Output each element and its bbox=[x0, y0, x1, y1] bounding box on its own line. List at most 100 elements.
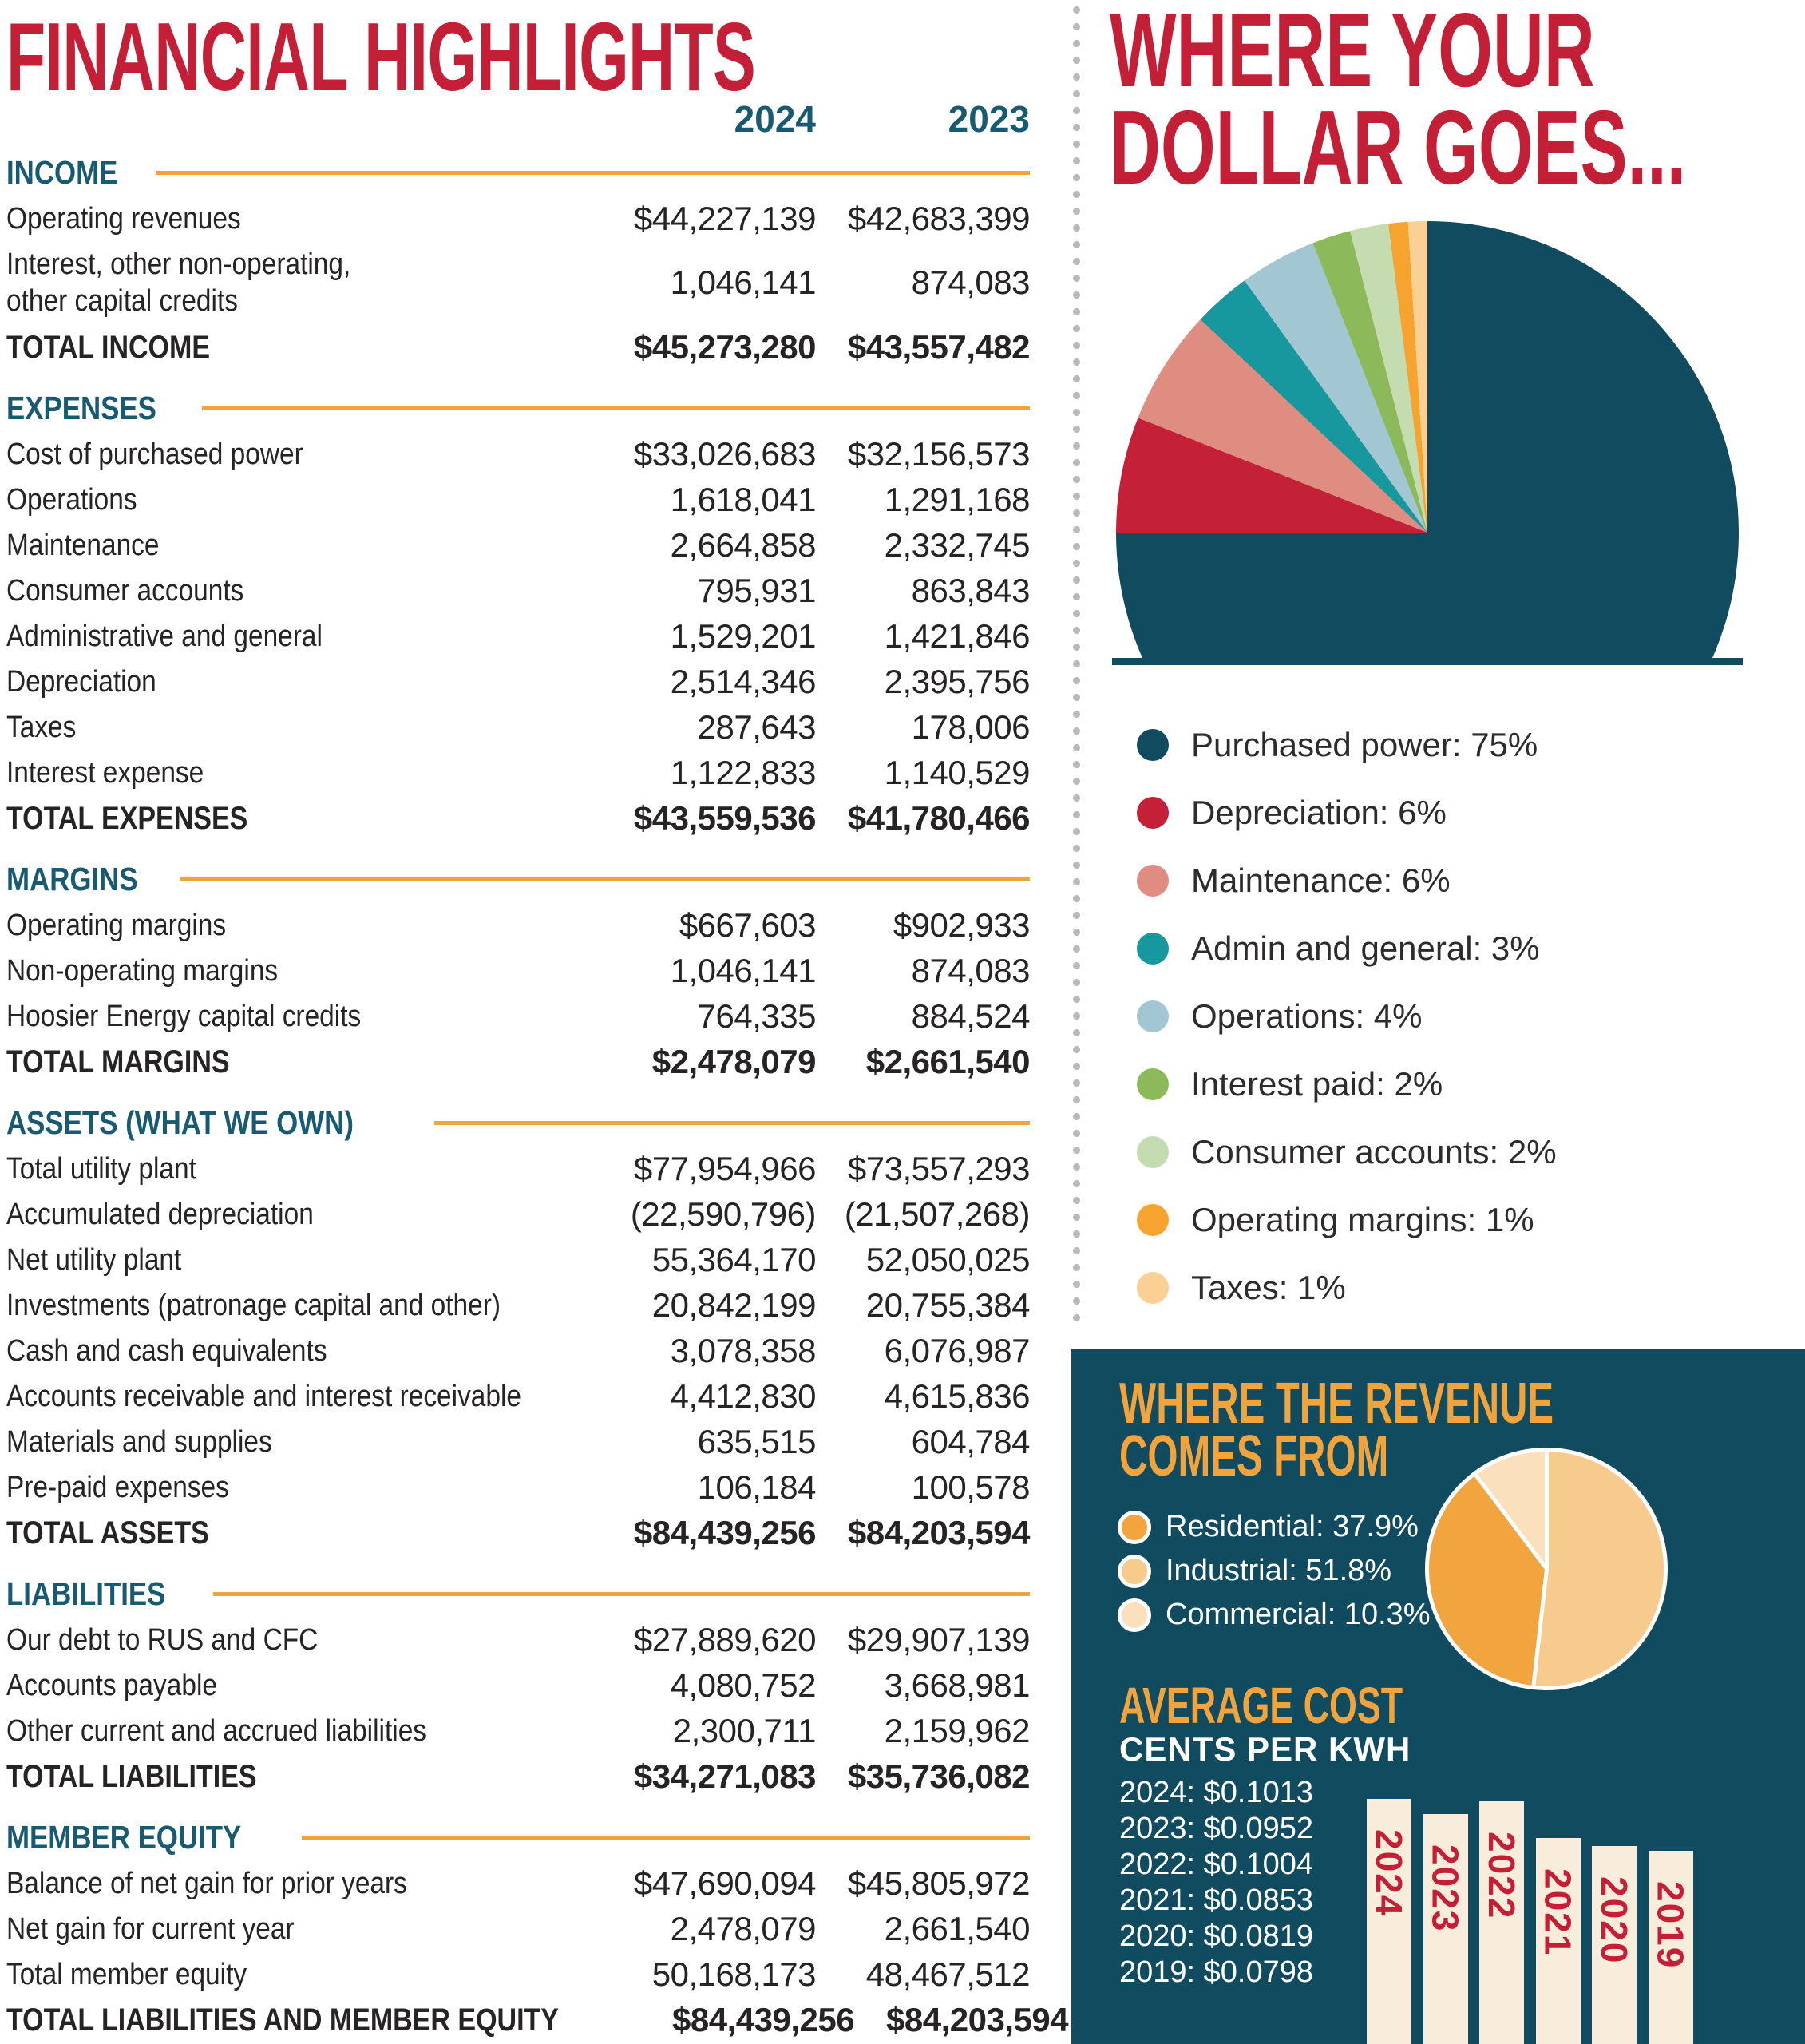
row-label: Administrative and general bbox=[6, 618, 618, 655]
row-label: TOTAL MARGINS bbox=[6, 1044, 618, 1080]
row-label-text: Operating margins bbox=[6, 908, 227, 942]
value-2024: $27,889,620 bbox=[633, 1620, 817, 1658]
value-2023: 1,291,168 bbox=[884, 480, 1031, 518]
legend-label: Depreciation: 6% bbox=[1191, 793, 1447, 831]
row-label-text: Net gain for current year bbox=[6, 1911, 295, 1946]
value-2024: 2,514,346 bbox=[670, 662, 817, 700]
section-header-row: LIABILITIES bbox=[6, 1571, 1030, 1617]
average-cost-list: 2024: $0.1013 2023: $0.0952 2022: $0.1004 2… bbox=[1119, 1775, 1313, 1991]
legend-item: Maintenance: 6% bbox=[1137, 846, 1557, 914]
section-header-row: EXPENSES bbox=[6, 386, 1030, 431]
legend-label: Taxes: 1% bbox=[1191, 1268, 1346, 1306]
row-label: Hoosier Energy capital credits bbox=[6, 998, 618, 1035]
dollar-pie-clip bbox=[1116, 221, 1739, 665]
row-label: Net utility plant bbox=[6, 1242, 618, 1278]
table-row: Accounts payable 4,080,752 3,668,981 bbox=[6, 1662, 1031, 1708]
bar-year-label: 2021 bbox=[1537, 1868, 1579, 1957]
row-label-text: Balance of net gain for prior years bbox=[6, 1866, 407, 1900]
revenue-panel: WHERE THE REVENUE COMES FROM Residential… bbox=[1071, 1349, 1805, 2044]
table-row: TOTAL MARGINS $2,478,079 $2,661,540 bbox=[6, 1039, 1031, 1084]
pie-divider-line bbox=[1530, 1568, 1549, 1686]
dollar-title-line1: WHERE YOUR bbox=[1110, 0, 1595, 109]
section-rule-line bbox=[433, 1121, 1030, 1125]
legend-item: Operating margins: 1% bbox=[1137, 1186, 1557, 1254]
row-label-text-line2: other capital credits bbox=[6, 284, 238, 318]
legend-label: Interest paid: 2% bbox=[1191, 1064, 1443, 1103]
section-rule-line bbox=[180, 877, 1030, 881]
revenue-title-line2: COMES FROM bbox=[1119, 1424, 1389, 1488]
value-2023: 2,661,540 bbox=[884, 1909, 1031, 1947]
row-label-text: Maintenance bbox=[6, 528, 160, 562]
financial-table: INCOME Operating revenues $44,227,139 $42,6… bbox=[6, 134, 1069, 2042]
table-row: Other current and accrued liabilities 2,3… bbox=[6, 1708, 1031, 1753]
section-header-label: INCOME bbox=[6, 154, 118, 191]
legend-swatch bbox=[1137, 1271, 1169, 1304]
value-2023: (21,507,268) bbox=[844, 1194, 1031, 1233]
table-row: Hoosier Energy capital credits 764,335 884… bbox=[6, 993, 1031, 1039]
value-2023: $45,805,972 bbox=[847, 1864, 1031, 1902]
value-2023: $35,736,082 bbox=[847, 1757, 1031, 1795]
section-header-row: ASSETS (WHAT WE OWN) bbox=[6, 1100, 1030, 1146]
value-2024: 1,046,141 bbox=[670, 263, 817, 301]
row-label: Interest expense bbox=[6, 755, 618, 791]
section-header-label: ASSETS (WHAT WE OWN) bbox=[6, 1104, 354, 1141]
value-2023: 100,578 bbox=[911, 1468, 1031, 1506]
row-label-text: Cost of purchased power bbox=[6, 437, 303, 471]
bar-2021: 2021 bbox=[1535, 1838, 1581, 2044]
section-rule-line bbox=[202, 406, 1030, 410]
section-header-cell: LIABILITIES bbox=[6, 1575, 1030, 1613]
value-2024: 50,168,173 bbox=[651, 1955, 817, 1993]
row-label: TOTAL INCOME bbox=[6, 329, 618, 366]
cost-list-item: 2019: $0.0798 bbox=[1119, 1955, 1314, 1989]
value-2023: 874,083 bbox=[911, 263, 1031, 301]
row-label-text: Accumulated depreciation bbox=[6, 1197, 314, 1231]
row-label: Net gain for current year bbox=[6, 1911, 618, 1947]
value-2024: $77,954,966 bbox=[633, 1149, 817, 1187]
row-label: Investments (patronage capital and other… bbox=[6, 1287, 618, 1324]
section-header-label: LIABILITIES bbox=[6, 1575, 166, 1612]
row-label-text: Hoosier Energy capital credits bbox=[6, 999, 362, 1033]
bar-year-label: 2022 bbox=[1481, 1832, 1522, 1920]
value-2024: $44,227,139 bbox=[633, 199, 817, 237]
row-label-text: Accounts receivable and interest receiva… bbox=[6, 1379, 522, 1413]
value-2024: $84,439,256 bbox=[633, 1513, 817, 1551]
legend-item: Purchased power: 75% bbox=[1137, 711, 1557, 778]
bar-year-label: 2024 bbox=[1368, 1829, 1410, 1918]
value-2024: $2,478,079 bbox=[651, 1042, 817, 1080]
legend-item: Commercial: 10.3% bbox=[1118, 1593, 1431, 1637]
legend-label: Admin and general: 3% bbox=[1191, 929, 1540, 967]
row-label-text: TOTAL INCOME bbox=[6, 329, 210, 365]
bar-year-label: 2020 bbox=[1593, 1876, 1635, 1965]
section-header-cell: INCOME bbox=[6, 154, 1030, 192]
table-row: Interest, other non-operating, other capi… bbox=[6, 241, 1031, 324]
bar-2023: 2023 bbox=[1423, 1814, 1468, 2044]
page-title-text: FINANCIAL HIGHLIGHTS bbox=[6, 2, 756, 111]
row-label: Other current and accrued liabilities bbox=[6, 1713, 618, 1749]
row-label: Accumulated depreciation bbox=[6, 1196, 618, 1233]
legend-item: Depreciation: 6% bbox=[1137, 778, 1557, 846]
legend-label: Residential: 37.9% bbox=[1166, 1510, 1419, 1543]
legend-swatch bbox=[1137, 864, 1169, 897]
row-label: TOTAL LIABILITIES AND MEMBER EQUITY bbox=[6, 2002, 656, 2038]
year-column-headers: 2024 2023 bbox=[6, 97, 1030, 141]
legend-swatch bbox=[1137, 1000, 1169, 1032]
value-2024: 635,515 bbox=[697, 1422, 817, 1460]
value-2024: 2,300,711 bbox=[672, 1711, 817, 1749]
table-row: Operating revenues $44,227,139 $42,683,399 bbox=[6, 196, 1031, 241]
table-row: Total utility plant $77,954,966 $73,557,29… bbox=[6, 1146, 1031, 1191]
value-2023: $41,780,466 bbox=[847, 798, 1031, 837]
value-2024: $34,271,083 bbox=[633, 1757, 817, 1795]
average-cost-subtitle: CENTS PER KWH bbox=[1119, 1730, 1411, 1768]
row-label: Total member equity bbox=[6, 1956, 618, 1993]
legend-item: Consumer accounts: 2% bbox=[1137, 1118, 1557, 1186]
value-2023: 884,524 bbox=[911, 996, 1031, 1035]
legend-label: Commercial: 10.3% bbox=[1166, 1598, 1431, 1631]
legend-label: Industrial: 51.8% bbox=[1166, 1554, 1392, 1587]
value-2024: 1,122,833 bbox=[670, 753, 817, 791]
table-row: Non-operating margins 1,046,141 874,083 bbox=[6, 948, 1031, 993]
row-label: Non-operating margins bbox=[6, 953, 618, 989]
table-row: Cost of purchased power $33,026,683 $32,15… bbox=[6, 431, 1031, 477]
value-2023: 1,140,529 bbox=[884, 753, 1031, 791]
row-label: TOTAL ASSETS bbox=[6, 1515, 618, 1551]
section-rule-line bbox=[302, 1836, 1030, 1840]
